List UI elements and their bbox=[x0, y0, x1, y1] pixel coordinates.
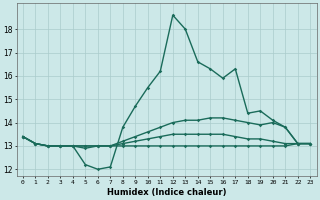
X-axis label: Humidex (Indice chaleur): Humidex (Indice chaleur) bbox=[107, 188, 226, 197]
